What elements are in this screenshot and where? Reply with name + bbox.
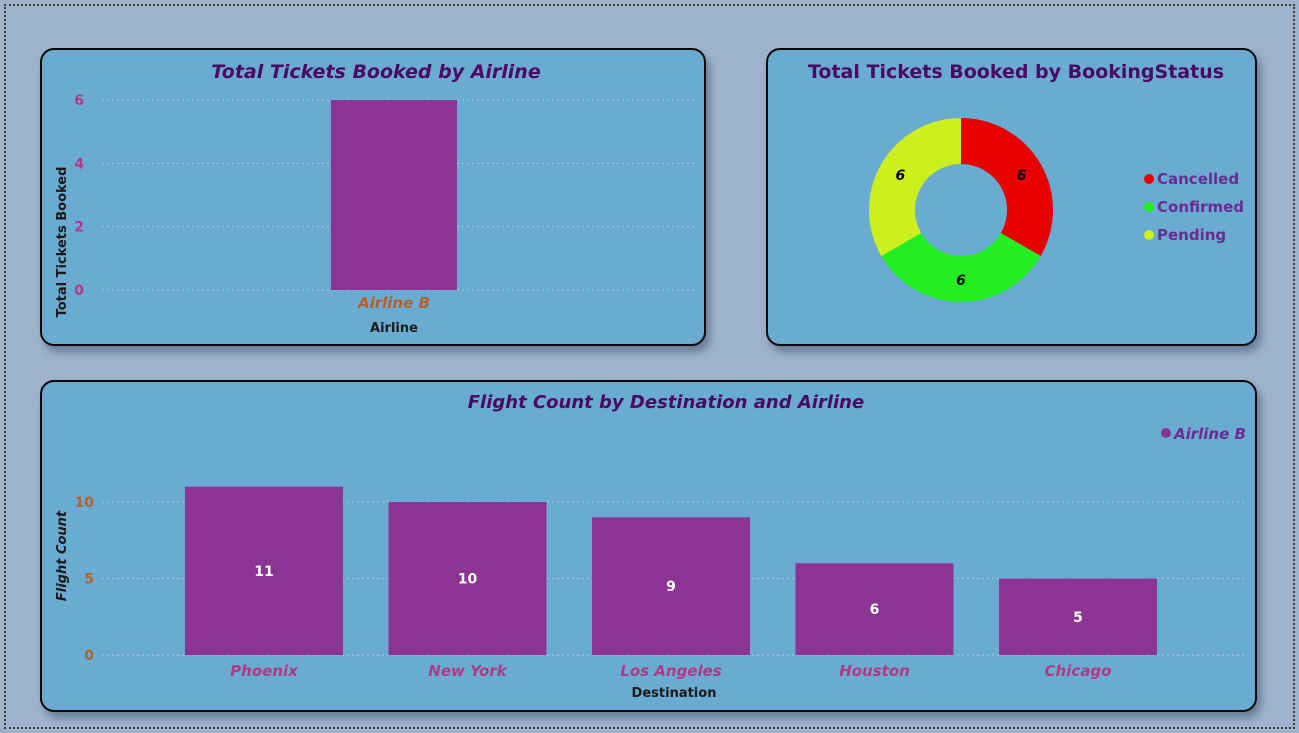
tickets-by-airline-card: Total Tickets Booked by Airline 0 2 4 6 Air… xyxy=(40,48,706,346)
y-tick-label: 10 xyxy=(75,495,95,511)
legend-item-confirmed[interactable]: Confirmed xyxy=(1157,198,1244,216)
tickets-by-status-chart: Total Tickets Booked by BookingStatus 6 6… xyxy=(808,61,1244,302)
legend-item-pending[interactable]: Pending xyxy=(1157,226,1226,244)
bar[interactable] xyxy=(795,563,954,655)
y-tick-label: 5 xyxy=(84,572,94,588)
legend-marker xyxy=(1144,174,1154,184)
donut-slice-cancelled[interactable] xyxy=(961,118,1053,256)
y-axis-title: Total Tickets Booked xyxy=(55,167,70,318)
y-tick-label: 0 xyxy=(74,283,84,299)
legend-item-cancelled[interactable]: Cancelled xyxy=(1157,170,1239,188)
x-tick-label: Houston xyxy=(839,662,910,680)
y-tick-label: 4 xyxy=(74,156,84,172)
bar-data-label: 6 xyxy=(870,602,880,618)
bar[interactable] xyxy=(185,486,343,655)
x-tick-label: Los Angeles xyxy=(620,662,722,680)
legend-item-airline-b[interactable]: Airline B xyxy=(1173,425,1246,443)
bar[interactable] xyxy=(388,502,547,655)
flight-count-by-destination-card: Flight Count by Destination and Airline … xyxy=(40,380,1257,712)
flight-count-by-destination-chart: Flight Count by Destination and Airline … xyxy=(55,392,1247,701)
y-axis-title: Flight Count xyxy=(55,510,70,601)
y-tick-label: 6 xyxy=(74,93,84,109)
y-tick-label: 0 xyxy=(84,648,94,664)
slice-data-label: 6 xyxy=(956,273,966,289)
bar[interactable] xyxy=(331,100,457,290)
chart-title: Flight Count by Destination and Airline xyxy=(468,392,864,413)
x-tick-label: Chicago xyxy=(1045,662,1112,680)
bar-data-label: 9 xyxy=(666,579,676,595)
slice-data-label: 6 xyxy=(896,168,906,184)
dashboard-frame xyxy=(4,4,1295,729)
legend-marker xyxy=(1144,230,1154,240)
tickets-by-status-card: Total Tickets Booked by BookingStatus 6 6… xyxy=(766,48,1257,346)
bar-data-label: 11 xyxy=(254,564,273,580)
legend-marker xyxy=(1161,428,1171,438)
legend-marker xyxy=(1144,202,1154,212)
chart-title: Total Tickets Booked by Airline xyxy=(211,61,541,83)
donut-slice-pending[interactable] xyxy=(869,118,961,256)
x-tick-label: Airline B xyxy=(357,294,430,312)
bar-data-label: 5 xyxy=(1073,610,1083,626)
x-axis-title: Destination xyxy=(632,686,717,701)
x-tick-label: Phoenix xyxy=(230,662,299,680)
bar-data-label: 10 xyxy=(458,572,478,588)
slice-data-label: 6 xyxy=(1017,168,1027,184)
bar[interactable] xyxy=(592,517,750,655)
x-tick-label: New York xyxy=(428,662,507,680)
donut-slice-confirmed[interactable] xyxy=(881,233,1041,302)
tickets-by-airline-chart: Total Tickets Booked by Airline 0 2 4 6 Air… xyxy=(55,61,694,336)
x-axis-title: Airline xyxy=(370,321,418,336)
bar[interactable] xyxy=(999,578,1157,656)
chart-title: Total Tickets Booked by BookingStatus xyxy=(808,61,1224,83)
y-tick-label: 2 xyxy=(74,220,84,236)
